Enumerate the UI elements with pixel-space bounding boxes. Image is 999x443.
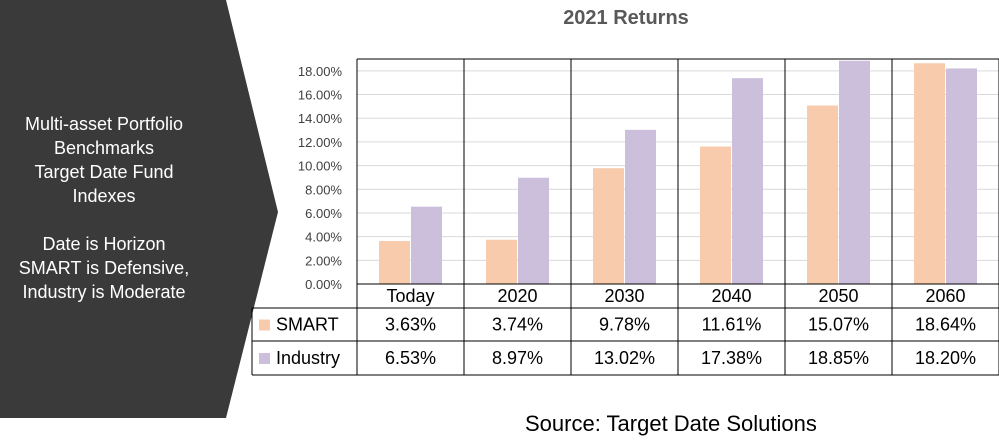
bar-industry (625, 129, 656, 284)
legend-swatch-smart (259, 319, 270, 331)
legend-label: SMART (276, 315, 339, 335)
data-label: 18.64% (915, 315, 976, 335)
bar-smart (700, 146, 731, 284)
category-label: 2040 (711, 286, 751, 306)
y-tick-label: 12.00% (298, 135, 343, 150)
y-tick-label: 6.00% (305, 206, 342, 221)
y-tick-label: 10.00% (298, 159, 343, 174)
data-label: 3.74% (492, 315, 543, 335)
data-label: 3.63% (385, 315, 436, 335)
category-label: 2060 (925, 286, 965, 306)
category-label: Today (386, 286, 434, 306)
y-tick-label: 14.00% (298, 111, 343, 126)
panel-line: SMART is Defensive, (18, 258, 190, 278)
y-tick-label: 8.00% (305, 182, 342, 197)
panel-line: Industry is Moderate (22, 282, 186, 302)
legend-label: Industry (276, 348, 340, 368)
bar-industry (732, 78, 763, 285)
y-tick-label: 16.00% (298, 88, 343, 103)
bar-industry (839, 60, 870, 284)
y-tick-label: 18.00% (298, 64, 343, 79)
bar-smart (486, 239, 517, 284)
y-tick-label: 0.00% (305, 277, 342, 292)
data-label: 18.85% (808, 348, 869, 368)
data-label: 18.20% (915, 348, 976, 368)
data-label: 13.02% (594, 348, 655, 368)
chart-title: 2021 Returns (563, 7, 689, 29)
bar-smart (593, 168, 624, 284)
bar-industry (518, 177, 549, 284)
panel-line: Multi-asset Portfolio (24, 114, 184, 134)
panel-text: Multi-asset Portfolio Benchmarks Target Da… (0, 112, 208, 304)
bar-industry (946, 68, 977, 284)
data-label: 17.38% (701, 348, 762, 368)
panel-line: Indexes (72, 186, 136, 206)
data-label: 15.07% (808, 315, 869, 335)
y-tick-label: 2.00% (305, 253, 342, 268)
bar-smart (914, 63, 945, 285)
data-label: 8.97% (492, 348, 543, 368)
y-tick-label: 4.00% (305, 230, 342, 245)
panel-line: Benchmarks (53, 138, 155, 158)
data-label: 11.61% (702, 315, 762, 335)
legend-swatch-industry (259, 353, 270, 364)
data-label: 9.78% (599, 315, 650, 335)
data-label: 6.53% (385, 348, 436, 368)
category-label: 2020 (497, 286, 537, 306)
category-label: 2030 (604, 286, 644, 306)
arrow-panel (0, 0, 278, 418)
bar-industry (411, 206, 442, 284)
bar-smart (807, 105, 838, 284)
panel-line: Date is Horizon (42, 234, 166, 254)
bar-smart (379, 241, 410, 284)
source-note: Source: Target Date Solutions (525, 411, 817, 436)
category-label: 2050 (818, 286, 858, 306)
panel-line: Target Date Fund (34, 162, 174, 182)
